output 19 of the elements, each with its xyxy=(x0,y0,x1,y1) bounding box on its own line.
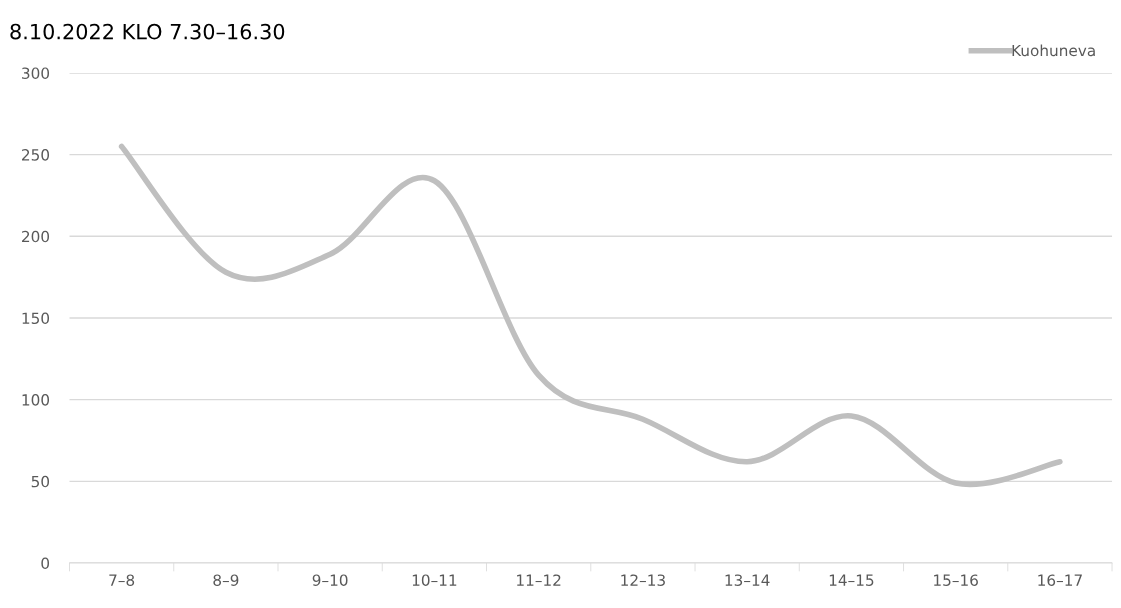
y-tick-label: 0 xyxy=(41,557,50,570)
x-tick-label: 11–12 xyxy=(517,574,561,586)
y-tick-label: 200 xyxy=(22,230,50,243)
y-tick-label: 250 xyxy=(22,149,50,161)
x-tick-label: 10–11 xyxy=(412,574,457,586)
x-tick-label: 9–10 xyxy=(312,574,348,586)
legend-label: Kuohuneva xyxy=(1012,44,1095,57)
y-tick-label: 50 xyxy=(31,475,50,488)
y-tick-label: 100 xyxy=(22,394,50,406)
x-tick-label: 14–15 xyxy=(829,574,874,586)
x-tick-label: 12–13 xyxy=(621,574,665,586)
x-tick-label: 13–14 xyxy=(725,574,770,586)
x-tick-label: 7–8 xyxy=(109,574,135,586)
x-tick-label: 15–16 xyxy=(934,574,978,586)
x-tick-label: 16–17 xyxy=(1038,574,1082,586)
chart-title: 8.10.2022 KLO 7.30–16.30 xyxy=(10,23,285,40)
y-tick-label: 150 xyxy=(22,312,50,325)
x-tick-label: 8–9 xyxy=(213,574,239,586)
y-tick-label: 300 xyxy=(22,67,50,79)
